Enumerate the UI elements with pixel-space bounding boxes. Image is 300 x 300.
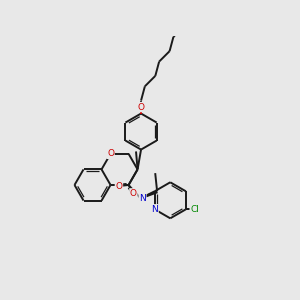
Text: N: N: [151, 205, 158, 214]
Text: N: N: [139, 194, 146, 203]
Text: O: O: [116, 182, 122, 190]
Text: O: O: [137, 103, 145, 112]
Text: O: O: [107, 149, 114, 158]
Text: Cl: Cl: [190, 205, 199, 214]
Text: O: O: [130, 189, 137, 198]
